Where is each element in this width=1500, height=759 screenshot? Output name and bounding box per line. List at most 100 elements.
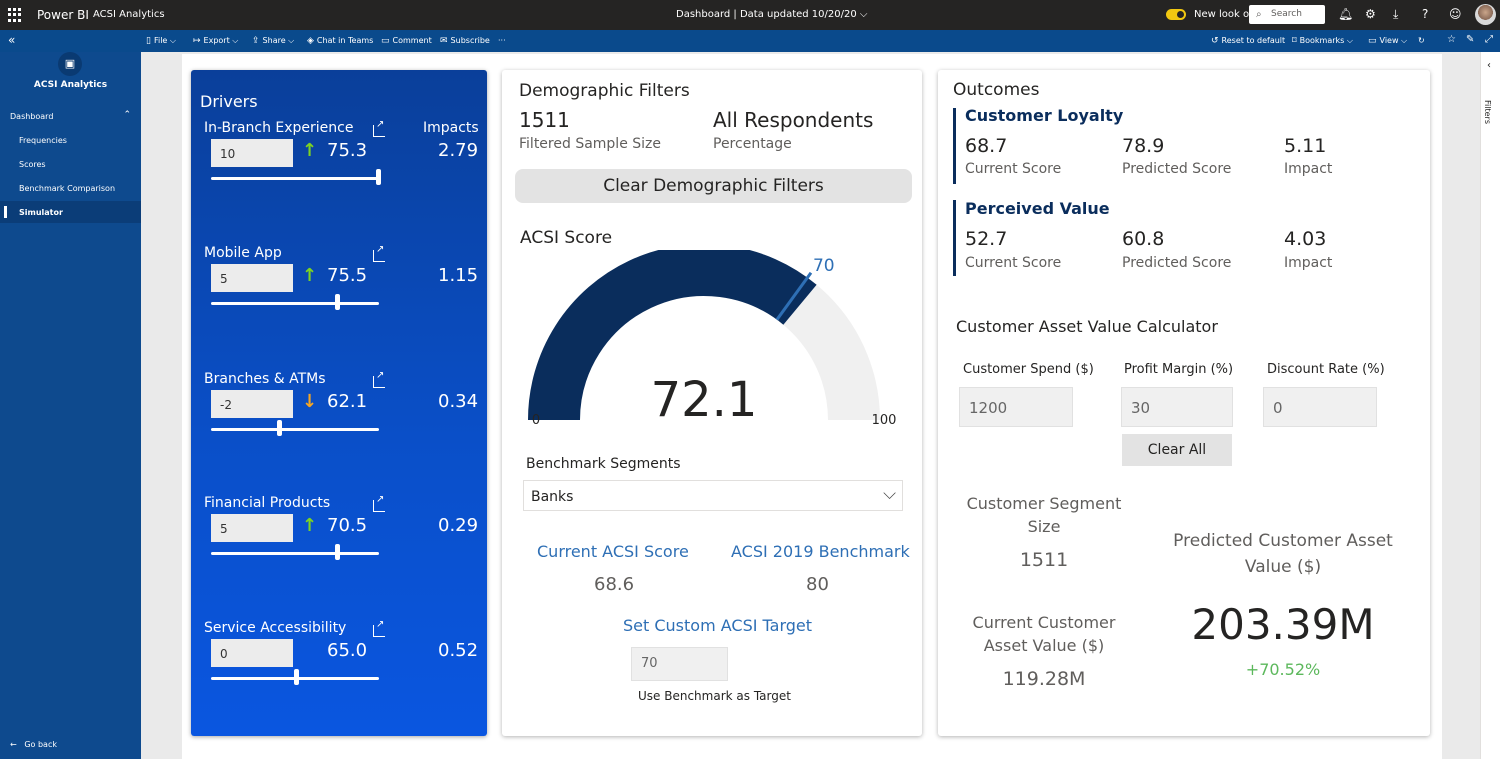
loyalty-accent-bar: [953, 108, 956, 184]
value-predicted-label: Predicted Score: [1122, 255, 1232, 271]
driver-slider-track[interactable]: [211, 302, 379, 305]
value-impact-value: 4.03: [1284, 228, 1327, 250]
acsi-score-title: ACSI Score: [520, 228, 613, 248]
current-customer-asset-value-label: Current Customer Asset Value ($): [972, 613, 1116, 655]
driver-slider-thumb[interactable]: [335, 294, 340, 310]
chat-in-teams-button[interactable]: ◈ Chat in Teams: [307, 36, 374, 46]
app-name[interactable]: ACSI Analytics: [93, 9, 165, 20]
go-back-button[interactable]: ← Go back: [10, 740, 57, 749]
driver-slider-track[interactable]: [211, 177, 379, 180]
nav-section-dashboard[interactable]: Dashboard ⌃: [10, 110, 131, 121]
new-look-label: New look on: [1194, 9, 1256, 20]
export-menu[interactable]: ↦ Export ⌵: [193, 36, 239, 46]
filtered-sample-size-label: Filtered Sample Size: [519, 136, 661, 152]
filtered-sample-size-value: 1511: [519, 108, 570, 132]
clear-demographic-filters-button[interactable]: Clear Demographic Filters: [515, 169, 912, 203]
driver-input-in-branch-experience[interactable]: 10: [211, 139, 293, 167]
collapse-nav-icon[interactable]: «: [8, 33, 16, 47]
help-icon[interactable]: ?: [1422, 7, 1429, 21]
loyalty-current-value: 68.7: [965, 135, 1008, 157]
clear-all-button[interactable]: Clear All: [1122, 434, 1232, 466]
drill-through-icon[interactable]: [373, 370, 385, 388]
driver-row-service-accessibility: Service Accessibility 0 65.0 0.52: [191, 619, 487, 730]
filters-pane-label: Filters: [1483, 100, 1492, 124]
driver-score: 62.1: [327, 391, 368, 412]
driver-impact: 0.34: [438, 391, 479, 412]
driver-name: Mobile App: [204, 245, 282, 261]
comment-button[interactable]: ▭ Comment: [381, 36, 432, 46]
driver-slider-thumb[interactable]: [376, 169, 381, 185]
view-menu[interactable]: ▭ View ⌵: [1368, 36, 1408, 46]
left-navigation: ▣ ACSI Analytics Dashboard ⌃ Frequencies …: [0, 52, 141, 759]
current-customer-asset-value: 119.28M: [1002, 668, 1086, 690]
predicted-change-percent: +70.52%: [1245, 660, 1321, 679]
download-icon[interactable]: ⤓: [1393, 7, 1399, 21]
reset-to-default-button[interactable]: ↺ Reset to default: [1211, 36, 1286, 46]
file-menu[interactable]: ▯ File ⌵: [146, 36, 176, 46]
driver-score: 75.5: [327, 265, 368, 286]
nav-item-benchmark-comparison[interactable]: Benchmark Comparison: [19, 184, 116, 193]
share-menu[interactable]: ⇪ Share ⌵: [252, 36, 295, 46]
driver-name: Branches & ATMs: [204, 371, 326, 387]
driver-impact: 0.52: [438, 640, 479, 661]
acsi-card: Demographic Filters 1511 Filtered Sample…: [502, 70, 922, 736]
benchmark-segments-dropdown[interactable]: Banks ⌵: [523, 480, 903, 511]
customer-spend-label: Customer Spend ($): [963, 362, 1094, 377]
comment-icon: ▭: [381, 36, 390, 46]
refresh-icon[interactable]: ↻: [1418, 36, 1425, 45]
more-options-button[interactable]: ···: [498, 36, 506, 45]
app-launcher-icon[interactable]: [8, 8, 22, 22]
acsi-2019-benchmark-value: 80: [806, 574, 829, 595]
nav-item-frequencies[interactable]: Frequencies: [19, 136, 67, 145]
value-predicted-value: 60.8: [1122, 228, 1165, 250]
driver-input-branches-and-atms[interactable]: -2: [211, 390, 293, 418]
chevron-left-icon[interactable]: ‹: [1487, 60, 1491, 71]
current-acsi-score-label: Current ACSI Score: [537, 542, 689, 561]
fullscreen-icon[interactable]: ⤢: [1485, 34, 1493, 45]
driver-input-financial-products[interactable]: 5: [211, 514, 293, 542]
arrow-up-icon: ↑: [302, 140, 318, 161]
avatar[interactable]: [1475, 4, 1496, 25]
set-custom-acsi-target-label: Set Custom ACSI Target: [623, 616, 813, 635]
customer-spend-input[interactable]: 1200: [959, 387, 1073, 427]
nav-item-simulator[interactable]: Simulator: [0, 201, 141, 223]
value-current-label: Current Score: [965, 255, 1062, 271]
drill-through-icon[interactable]: [373, 244, 385, 262]
driver-slider-thumb[interactable]: [294, 669, 299, 685]
use-benchmark-as-target-button[interactable]: Use Benchmark as Target: [638, 689, 791, 703]
driver-input-mobile-app[interactable]: 5: [211, 264, 293, 292]
drill-through-icon[interactable]: [373, 494, 385, 512]
gauge-value: 72.1: [651, 372, 758, 428]
bell-icon[interactable]: 🔔︎: [1338, 7, 1354, 21]
report-title-dropdown[interactable]: Dashboard | Data updated 10/20/20 ⌵: [676, 9, 868, 20]
subscribe-button[interactable]: ✉ Subscribe: [440, 36, 490, 46]
custom-acsi-target-input[interactable]: 70: [631, 647, 728, 681]
favorite-star-icon[interactable]: ☆: [1447, 34, 1456, 45]
filters-pane[interactable]: ‹ Filters: [1480, 52, 1500, 759]
bookmarks-menu[interactable]: ⌑ Bookmarks ⌵: [1292, 36, 1353, 46]
gauge-min-label: 0: [532, 413, 540, 428]
value-impact-label: Impact: [1284, 255, 1333, 271]
brand-name[interactable]: Power BI: [37, 8, 89, 22]
new-look-toggle[interactable]: [1166, 9, 1186, 20]
predicted-customer-asset-value-label: Predicted Customer Asset Value ($): [1173, 531, 1393, 577]
driver-slider-thumb[interactable]: [335, 544, 340, 560]
chevron-down-icon: ⌵: [883, 484, 896, 504]
profit-margin-input[interactable]: 30: [1121, 387, 1233, 427]
search-input[interactable]: ⌕ Search: [1249, 5, 1325, 24]
drill-through-icon[interactable]: [373, 619, 385, 637]
drill-through-icon[interactable]: [373, 119, 385, 137]
arrow-down-icon: ↓: [302, 391, 318, 412]
driver-slider-track[interactable]: [211, 428, 379, 431]
nav-item-scores[interactable]: Scores: [19, 160, 46, 169]
driver-input-service-accessibility[interactable]: 0: [211, 639, 293, 667]
gear-icon[interactable]: ⚙: [1365, 7, 1376, 21]
action-bar: « ▯ File ⌵ ↦ Export ⌵ ⇪ Share ⌵ ◈ Chat in Te…: [0, 30, 1500, 52]
customer-segment-size-label: Customer Segment Size: [966, 494, 1122, 536]
feedback-smiley-icon[interactable]: ☺: [1449, 7, 1462, 21]
driver-slider-thumb[interactable]: [277, 420, 282, 436]
discount-rate-input[interactable]: 0: [1263, 387, 1377, 427]
customer-loyalty-title: Customer Loyalty: [965, 106, 1124, 125]
edit-pencil-icon[interactable]: ✎: [1466, 34, 1475, 45]
driver-slider-track[interactable]: [211, 552, 379, 555]
